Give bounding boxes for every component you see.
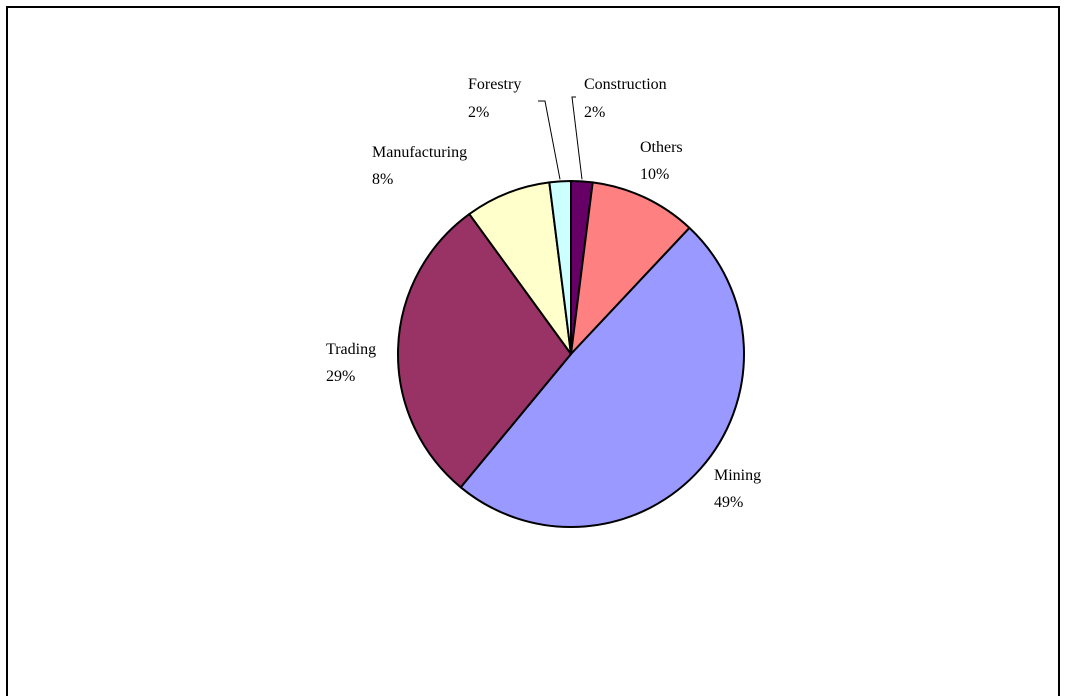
- label-name-others: Others: [640, 139, 683, 156]
- label-name-construction: Construction: [584, 76, 667, 93]
- chart-frame: [6, 6, 1060, 696]
- data-label-others: Others 10%: [640, 139, 683, 183]
- label-value-mining: 49%: [714, 494, 743, 511]
- data-label-construction: Construction 2%: [584, 76, 667, 121]
- label-name-forestry: Forestry: [468, 76, 521, 93]
- leader-line-forestry: [538, 100, 561, 180]
- pie-slice-trading: [397, 213, 572, 489]
- label-value-construction: 2%: [584, 104, 605, 121]
- data-label-trading: Trading 29%: [326, 341, 376, 385]
- data-label-forestry: Forestry 2%: [468, 76, 521, 121]
- leader-line-construction: [571, 96, 583, 180]
- data-label-mining: Mining 49%: [714, 467, 761, 511]
- label-name-trading: Trading: [326, 341, 376, 358]
- pie-slice-mining: [459, 226, 745, 528]
- pie-slice-others: [570, 181, 691, 355]
- data-label-manufacturing: Manufacturing 8%: [372, 144, 467, 188]
- pie-slices: [397, 179, 745, 528]
- label-value-others: 10%: [640, 166, 669, 183]
- label-value-trading: 29%: [326, 368, 355, 385]
- label-value-manufacturing: 8%: [372, 171, 393, 188]
- label-value-forestry: 2%: [468, 104, 489, 121]
- leader-lines: [538, 96, 583, 180]
- pie-slice-forestry: [548, 179, 572, 355]
- label-name-mining: Mining: [714, 467, 761, 484]
- label-name-manufacturing: Manufacturing: [372, 144, 467, 161]
